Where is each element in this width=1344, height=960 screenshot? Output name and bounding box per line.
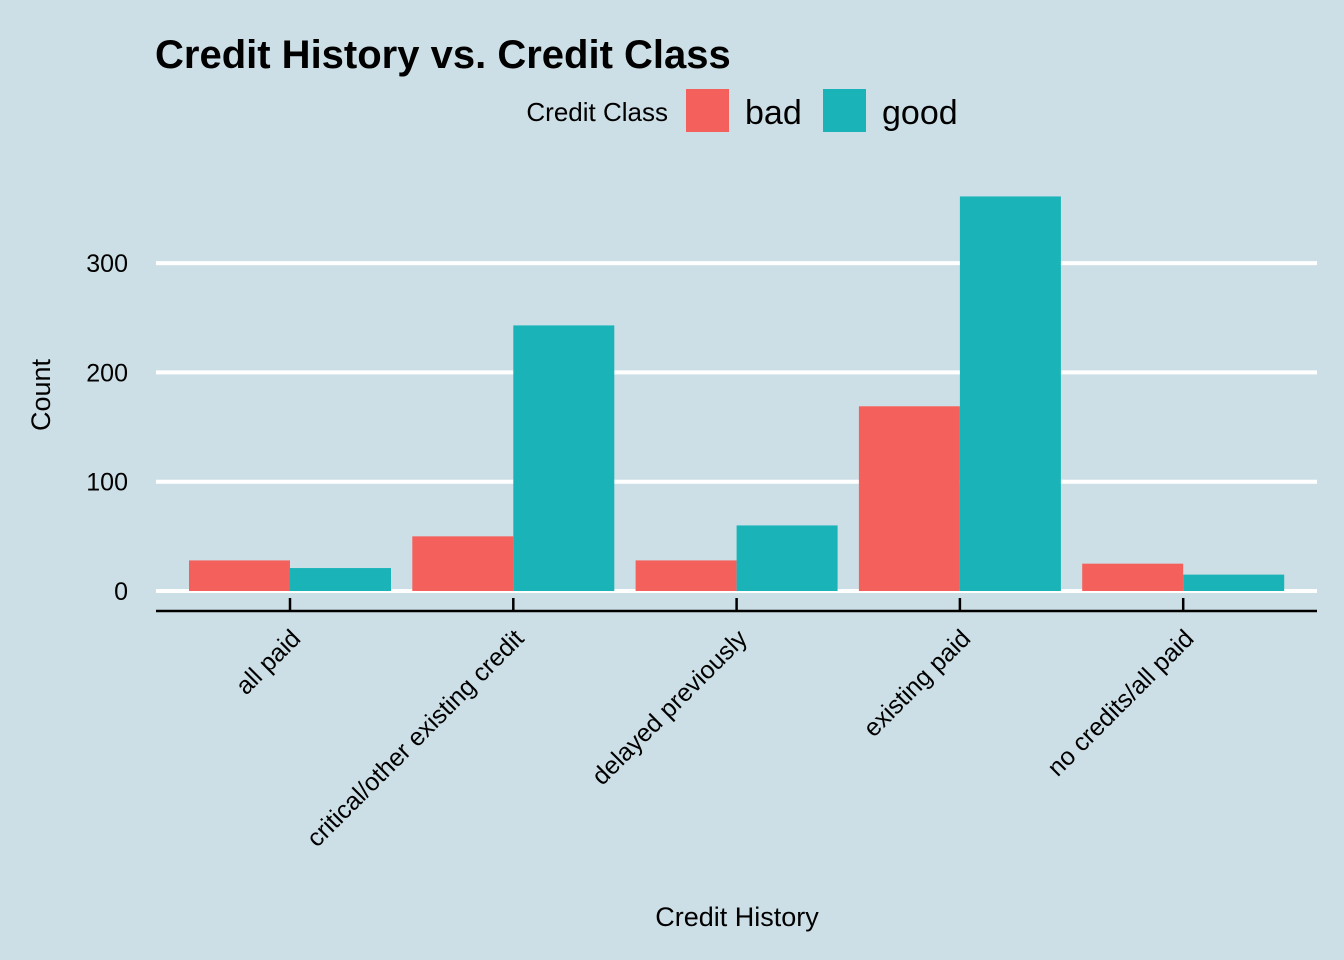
y-tick-label: 0 <box>114 578 128 606</box>
bar-bad <box>1082 563 1184 591</box>
y-tick-label: 300 <box>86 250 128 278</box>
legend-label-bad: bad <box>745 94 802 132</box>
x-axis <box>156 598 1317 613</box>
legend-title: Credit Class <box>526 97 668 127</box>
x-tick-label: existing paid <box>858 624 976 742</box>
bar-bad <box>858 406 960 591</box>
x-tick-label: delayed previously <box>587 624 754 791</box>
y-axis-tick-labels: 0 100 200 300 <box>86 250 128 606</box>
bar-bad <box>412 536 514 591</box>
bar-good <box>959 196 1061 591</box>
x-tick-label: all paid <box>230 624 306 700</box>
y-tick-label: 100 <box>86 469 128 497</box>
gridlines <box>156 261 1317 593</box>
y-axis-title: Count <box>26 358 56 431</box>
x-tick-label: no credits/all paid <box>1042 624 1199 781</box>
legend-key-good <box>823 89 866 132</box>
bar-bad <box>635 560 737 591</box>
bar-good <box>736 525 838 591</box>
bar-good <box>513 325 615 591</box>
x-tick-label: critical/other existing credit <box>301 624 529 852</box>
legend: Credit Class bad good <box>526 89 958 132</box>
x-axis-title: Credit History <box>655 902 819 932</box>
bar-bad <box>189 560 290 591</box>
y-tick-label: 200 <box>86 359 128 387</box>
legend-label-good: good <box>882 94 958 132</box>
bar-good <box>290 568 391 591</box>
bar-good <box>1183 574 1285 591</box>
chart-title: Credit History vs. Credit Class <box>155 33 731 77</box>
bars <box>189 196 1285 591</box>
legend-key-bad <box>686 89 729 132</box>
